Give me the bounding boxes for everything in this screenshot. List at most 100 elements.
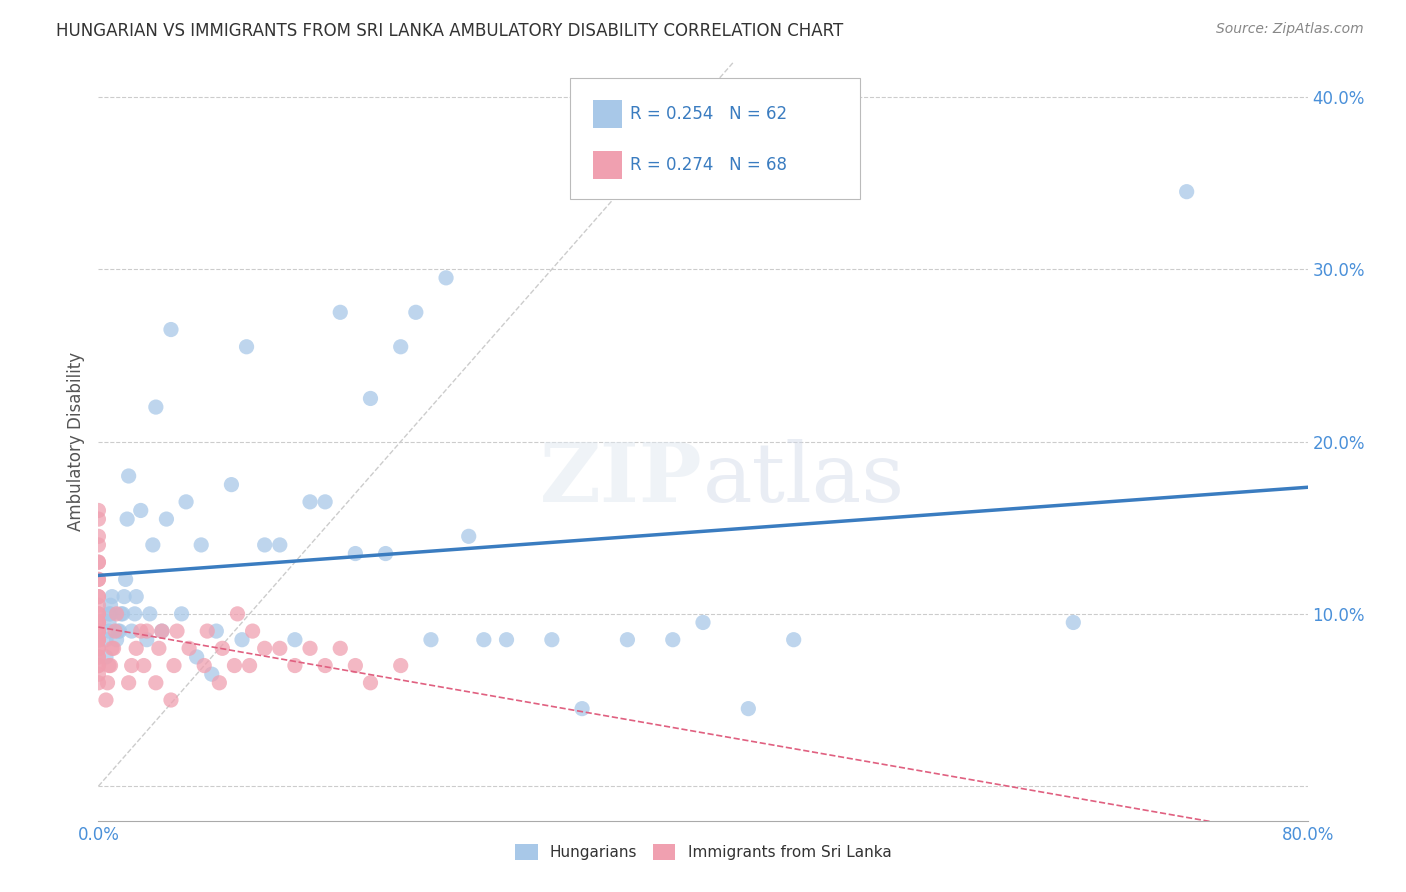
Point [121, 658, 143, 673]
Point [239, 658, 262, 673]
Point [163, 658, 186, 673]
Point [87, 607, 110, 621]
Point [112, 590, 135, 604]
Point [242, 624, 264, 639]
Point [472, 632, 495, 647]
Point [616, 632, 638, 647]
Point [111, 607, 134, 621]
Point [201, 667, 224, 681]
Text: atlas: atlas [703, 440, 905, 519]
Point [195, 624, 218, 639]
Point [205, 624, 228, 639]
Point [87, 649, 110, 664]
Point [87, 512, 110, 526]
Point [148, 641, 170, 656]
Point [87, 658, 110, 673]
Point [145, 675, 167, 690]
Point [87, 615, 110, 630]
Point [124, 607, 146, 621]
Point [87, 624, 110, 639]
Point [98, 658, 121, 673]
Point [87, 590, 110, 604]
Point [299, 641, 322, 656]
Point [174, 495, 197, 509]
Point [661, 632, 683, 647]
Point [87, 599, 110, 613]
Point [105, 632, 128, 647]
Point [87, 632, 110, 647]
Point [186, 649, 208, 664]
Point [360, 392, 382, 406]
Point [87, 607, 110, 621]
Legend: Hungarians, Immigrants from Sri Lanka: Hungarians, Immigrants from Sri Lanka [509, 838, 897, 866]
Point [100, 607, 122, 621]
Point [269, 641, 291, 656]
Point [114, 573, 136, 587]
Point [87, 529, 110, 543]
Point [150, 624, 173, 639]
Point [571, 701, 593, 715]
Point [540, 632, 562, 647]
Point [107, 624, 129, 639]
FancyBboxPatch shape [593, 101, 621, 128]
Point [125, 590, 148, 604]
Point [87, 503, 110, 517]
Point [125, 641, 148, 656]
Point [221, 477, 243, 491]
Point [329, 641, 352, 656]
Point [100, 658, 122, 673]
Point [108, 624, 131, 639]
Point [145, 400, 167, 414]
Point [344, 658, 367, 673]
Point [87, 555, 110, 569]
Point [170, 607, 193, 621]
Point [160, 693, 183, 707]
Point [87, 624, 110, 639]
Point [101, 590, 124, 604]
Point [737, 701, 759, 715]
Point [129, 624, 152, 639]
Point [783, 632, 806, 647]
Point [100, 599, 122, 613]
Point [98, 615, 121, 630]
Point [118, 469, 141, 483]
Point [96, 675, 118, 690]
Point [314, 658, 336, 673]
Point [692, 615, 714, 630]
Point [420, 632, 443, 647]
Point [87, 624, 110, 639]
Point [94, 632, 117, 647]
Point [87, 615, 110, 630]
Point [269, 538, 291, 552]
Point [139, 607, 162, 621]
Text: Source: ZipAtlas.com: Source: ZipAtlas.com [1216, 22, 1364, 37]
Point [87, 675, 110, 690]
Point [132, 658, 155, 673]
Point [235, 340, 257, 354]
Point [190, 538, 212, 552]
Point [434, 270, 457, 285]
Point [87, 590, 110, 604]
Point [135, 624, 157, 639]
Point [87, 667, 110, 681]
Point [142, 538, 165, 552]
Point [299, 495, 322, 509]
Point [87, 632, 110, 647]
Point [98, 624, 121, 639]
Point [103, 641, 125, 656]
Text: R = 0.274   N = 68: R = 0.274 N = 68 [630, 156, 787, 174]
Point [87, 641, 110, 656]
Point [284, 658, 307, 673]
Point [1062, 615, 1084, 630]
Point [118, 675, 141, 690]
Point [1175, 185, 1198, 199]
Point [389, 340, 412, 354]
Point [87, 573, 110, 587]
Point [457, 529, 479, 543]
Point [166, 624, 188, 639]
Point [179, 641, 201, 656]
Point [150, 624, 173, 639]
Point [389, 658, 412, 673]
Point [98, 607, 121, 621]
Point [87, 615, 110, 630]
